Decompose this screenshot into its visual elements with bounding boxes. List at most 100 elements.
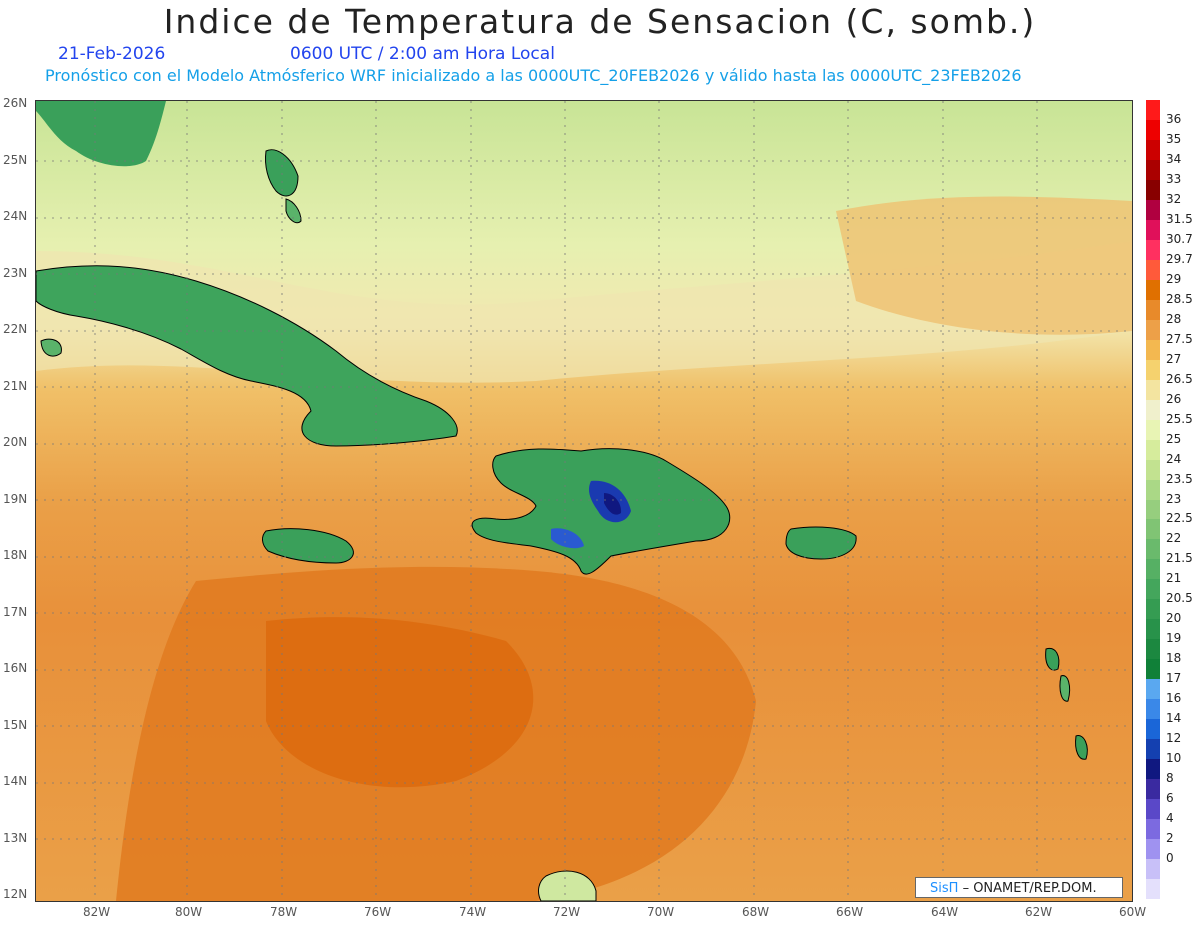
- lat-tick: 15N: [3, 718, 28, 732]
- lat-tick: 18N: [3, 548, 28, 562]
- legend-swatch: [1146, 519, 1160, 540]
- lon-tick: 64W: [931, 905, 959, 919]
- legend-label: 26.5: [1166, 371, 1193, 386]
- legend-swatch: [1146, 879, 1160, 900]
- legend-label: 23: [1166, 491, 1182, 506]
- lon-tick: 60W: [1119, 905, 1147, 919]
- legend-label: 23.5: [1166, 471, 1193, 486]
- legend-label: 20: [1166, 611, 1182, 626]
- legend-label: 30.7: [1166, 231, 1193, 246]
- legend-swatch: [1146, 259, 1160, 281]
- legend-swatch: [1146, 679, 1160, 700]
- legend-label: 25.5: [1166, 411, 1193, 426]
- forecast-description: Pronóstico con el Modelo Atmósferico WRF…: [45, 66, 1022, 85]
- sispi-logo: SisΠ: [930, 881, 959, 896]
- lat-tick: 23N: [3, 266, 28, 280]
- legend-label: 14: [1166, 711, 1182, 726]
- legend-swatch: [1146, 659, 1160, 680]
- lat-tick: 24N: [3, 209, 28, 223]
- legend-label: 4: [1166, 811, 1174, 826]
- legend-swatch: [1146, 319, 1160, 341]
- puerto-rico-land: [785, 526, 857, 560]
- lat-tick: 19N: [3, 492, 28, 506]
- legend-swatch: [1146, 539, 1160, 560]
- lat-tick: 22N: [3, 322, 28, 336]
- credit-box: SisΠ – ONAMET/REP.DOM.: [915, 877, 1123, 898]
- lon-tick: 72W: [553, 905, 581, 919]
- florida-land: [36, 101, 166, 167]
- lon-tick: 78W: [270, 905, 298, 919]
- legend-swatch: [1146, 359, 1160, 381]
- legend-label: 12: [1166, 731, 1182, 746]
- legend-label: 36: [1166, 111, 1182, 126]
- legend-swatch: [1146, 839, 1160, 860]
- legend-swatch: [1146, 619, 1160, 640]
- lat-tick: 20N: [3, 435, 28, 449]
- legend-label: 32: [1166, 191, 1182, 206]
- lon-tick: 62W: [1025, 905, 1053, 919]
- legend-label: 2: [1166, 831, 1174, 846]
- lon-tick: 82W: [83, 905, 111, 919]
- cuba-land: [36, 265, 458, 447]
- legend-label: 27: [1166, 351, 1182, 366]
- legend-label: 17: [1166, 671, 1182, 686]
- legend-swatch: [1146, 199, 1160, 221]
- legend-swatch: [1146, 159, 1160, 181]
- legend-label: 24: [1166, 451, 1182, 466]
- legend-swatch: [1146, 479, 1160, 500]
- legend-label: 19: [1166, 631, 1182, 646]
- legend-label: 21: [1166, 571, 1182, 586]
- lat-tick: 14N: [3, 774, 28, 788]
- legend-swatch: [1146, 279, 1160, 301]
- legend-swatch: [1146, 239, 1160, 261]
- legend-label: 29: [1166, 271, 1182, 286]
- andros-island: [265, 149, 299, 197]
- legend-swatch: [1146, 379, 1160, 401]
- legend-swatch: [1146, 599, 1160, 620]
- legend-swatch: [1146, 219, 1160, 241]
- legend-swatch: [1146, 399, 1160, 421]
- lat-tick: 25N: [3, 153, 28, 167]
- lat-tick: 17N: [3, 605, 28, 619]
- lat-tick: 13N: [3, 831, 28, 845]
- legend-label: 28.5: [1166, 291, 1193, 306]
- lon-tick: 66W: [836, 905, 864, 919]
- legend-swatch: [1146, 799, 1160, 820]
- valid-date: 21-Feb-2026: [58, 44, 166, 64]
- lon-tick: 74W: [459, 905, 487, 919]
- legend-swatch: [1146, 719, 1160, 740]
- legend-swatch: [1146, 639, 1160, 660]
- legend-swatch: [1146, 559, 1160, 580]
- jamaica-land: [262, 528, 354, 564]
- legend-swatch: [1146, 779, 1160, 800]
- legend-label: 34: [1166, 151, 1182, 166]
- legend-swatch: [1146, 419, 1160, 441]
- legend-swatch: [1146, 579, 1160, 600]
- legend-label: 27.5: [1166, 331, 1193, 346]
- legend-swatch: [1146, 439, 1160, 461]
- lat-tick: 21N: [3, 379, 28, 393]
- legend-swatch: [1146, 859, 1160, 880]
- legend-label: 6: [1166, 791, 1174, 806]
- lon-tick: 80W: [175, 905, 203, 919]
- legend-swatch: [1146, 299, 1160, 321]
- legend-swatch: [1146, 179, 1160, 201]
- legend-swatch: [1146, 339, 1160, 361]
- legend-label: 0: [1166, 851, 1174, 866]
- legend-swatch: [1146, 699, 1160, 720]
- legend-swatch: [1146, 499, 1160, 520]
- lat-tick: 12N: [3, 887, 28, 901]
- legend-label: 29.7: [1166, 251, 1193, 266]
- legend-swatch: [1146, 459, 1160, 481]
- legend-label: 35: [1166, 131, 1182, 146]
- legend-label: 33: [1166, 171, 1182, 186]
- lat-tick: 26N: [3, 96, 28, 110]
- heat-index-map: [35, 100, 1133, 902]
- legend-label: 20.5: [1166, 591, 1193, 606]
- lon-tick: 70W: [647, 905, 675, 919]
- legend-label: 21.5: [1166, 551, 1193, 566]
- legend-label: 25: [1166, 431, 1182, 446]
- legend-swatch: [1146, 139, 1160, 161]
- legend-label: 28: [1166, 311, 1182, 326]
- legend-swatch: [1146, 119, 1160, 141]
